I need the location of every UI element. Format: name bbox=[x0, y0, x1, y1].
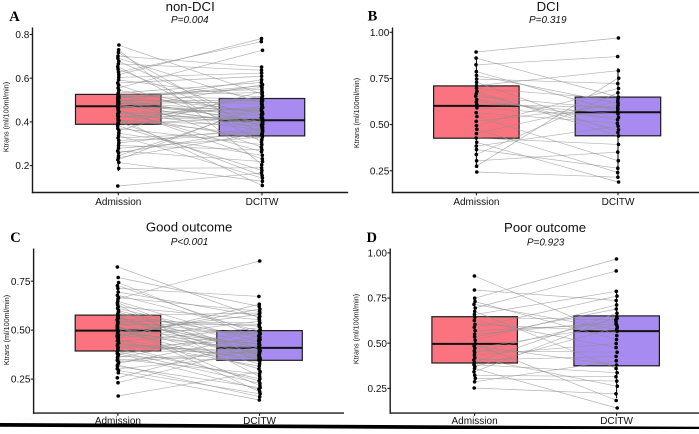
svg-text:Good outcome: Good outcome bbox=[146, 220, 233, 235]
svg-text:DCITW: DCITW bbox=[600, 416, 633, 427]
svg-text:0.75: 0.75 bbox=[370, 74, 390, 85]
svg-text:0.75: 0.75 bbox=[368, 294, 388, 305]
svg-text:DCITW: DCITW bbox=[602, 197, 635, 208]
svg-text:DCITW: DCITW bbox=[246, 197, 279, 208]
svg-text:Ktrans (ml/100ml/min): Ktrans (ml/100ml/min) bbox=[2, 295, 11, 365]
svg-text:DCI: DCI bbox=[537, 0, 560, 14]
svg-text:0.25: 0.25 bbox=[370, 166, 390, 177]
svg-text:Ktrans (ml/100ml/min): Ktrans (ml/100ml/min) bbox=[352, 78, 361, 148]
svg-text:0.2: 0.2 bbox=[15, 161, 29, 172]
svg-text:P=0.319: P=0.319 bbox=[529, 15, 567, 26]
svg-text:0.75: 0.75 bbox=[11, 277, 31, 288]
svg-text:D: D bbox=[367, 230, 377, 246]
svg-text:P=0.923: P=0.923 bbox=[527, 238, 565, 249]
svg-text:C: C bbox=[10, 230, 20, 246]
svg-text:P<0.001: P<0.001 bbox=[171, 237, 209, 248]
svg-text:0.6: 0.6 bbox=[15, 74, 29, 85]
svg-text:non-DCI: non-DCI bbox=[166, 0, 215, 14]
svg-text:1.00: 1.00 bbox=[370, 28, 390, 39]
svg-text:Poor outcome: Poor outcome bbox=[504, 220, 586, 235]
svg-text:0.4: 0.4 bbox=[15, 118, 29, 129]
svg-text:0.50: 0.50 bbox=[368, 339, 388, 350]
svg-text:0.25: 0.25 bbox=[11, 375, 31, 386]
svg-text:B: B bbox=[368, 9, 378, 25]
svg-text:0.25: 0.25 bbox=[368, 384, 388, 395]
svg-text:0.8: 0.8 bbox=[15, 30, 29, 41]
svg-text:Ktrans (ml/100ml/min): Ktrans (ml/100ml/min) bbox=[2, 82, 11, 152]
svg-text:Admission: Admission bbox=[95, 197, 141, 208]
svg-text:Ktrans (ml/100ml/min): Ktrans (ml/100ml/min) bbox=[352, 294, 361, 364]
svg-text:A: A bbox=[9, 9, 20, 25]
svg-text:0.50: 0.50 bbox=[11, 326, 31, 337]
svg-text:0.50: 0.50 bbox=[370, 120, 390, 131]
svg-text:Admission: Admission bbox=[453, 197, 499, 208]
svg-text:P=0.004: P=0.004 bbox=[171, 15, 209, 26]
svg-text:1.00: 1.00 bbox=[368, 249, 388, 260]
